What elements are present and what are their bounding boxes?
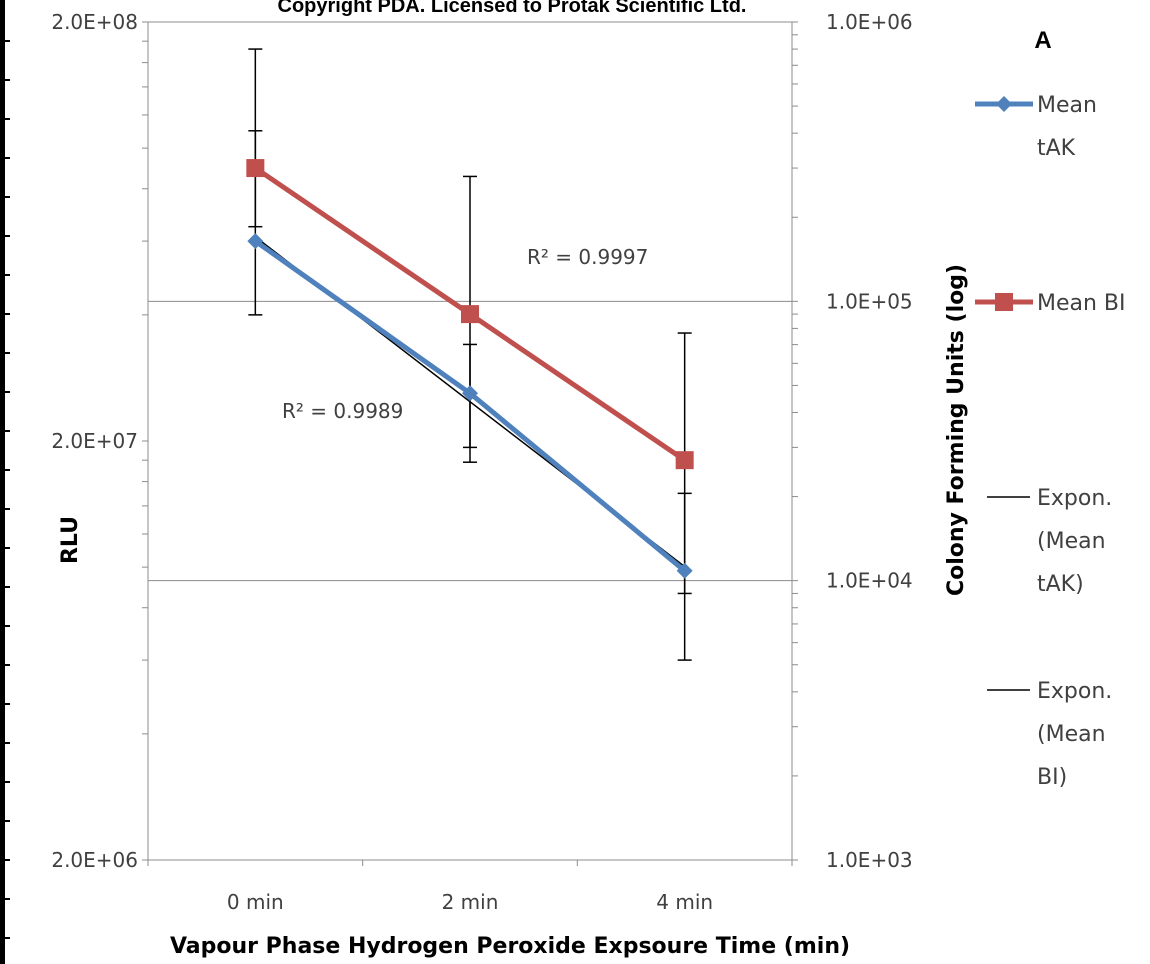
data-point-1 (246, 159, 265, 178)
legend-label-line: Expon. (1037, 679, 1112, 704)
page-edge-tick (5, 235, 10, 237)
copyright-text: Copyright PDA. Licensed to Protak Scient… (278, 0, 747, 17)
page-edge-tick (5, 586, 10, 588)
legend-label-line: BI) (1037, 765, 1067, 790)
page-edge-tick (5, 430, 10, 432)
axes: 2.0E+08 2.0E+07 2.0E+06 1.0E+06 1.0E+05 1.0E+… (51, 10, 969, 959)
legend-label-line: Mean BI (1037, 291, 1126, 316)
page-edge-tick (5, 508, 10, 510)
data-point-1 (461, 305, 479, 324)
left-axis-tick-label: 2.0E+07 (51, 429, 138, 453)
page-edge-tick (5, 937, 10, 939)
panel-label: A (1034, 27, 1051, 54)
data-point-0 (676, 562, 693, 579)
right-axis-tick-label: 1.0E+03 (826, 848, 913, 872)
markers (246, 159, 694, 579)
page-edge-tick (5, 352, 10, 354)
x-axis-title: Vapour Phase Hydrogen Peroxide Expsoure … (170, 934, 850, 959)
page-edge-tick (5, 547, 10, 549)
right-axis-tick-label: 1.0E+04 (826, 569, 913, 593)
r2-label-tak: R² = 0.9989 (282, 399, 403, 423)
page-edge-tick (5, 274, 10, 276)
page-edge-tick (5, 703, 10, 705)
page-edge-line (0, 0, 5, 964)
legend-label: Mean tAK (1037, 93, 1097, 161)
page-edge-tick (5, 859, 10, 861)
left-axis-title: RLU (58, 516, 83, 564)
legend-label-line: (Mean (1037, 529, 1106, 554)
page-edge-tick (5, 898, 10, 900)
legend-swatch-marker (995, 293, 1013, 311)
page-edge-tick (5, 196, 10, 198)
legend-swatch-marker (996, 96, 1012, 112)
page-edge-tick (5, 40, 10, 42)
page-edge-tick (5, 820, 10, 822)
right-axis-tick-label: 1.0E+06 (826, 10, 913, 34)
page-edge-tick (5, 391, 10, 393)
legend-label-line: Mean (1037, 93, 1097, 118)
legend-label: Mean BI (1037, 291, 1126, 316)
r2-label-bi: R² = 0.9997 (527, 245, 648, 269)
left-axis-tick-label: 2.0E+06 (51, 848, 138, 872)
labels: R² = 0.9989 R² = 0.9997 (282, 245, 648, 423)
data-point-0 (462, 385, 478, 402)
right-axis-tick-label: 1.0E+05 (826, 289, 913, 313)
legend-label-line: tAK) (1037, 572, 1084, 597)
page-edge-tick (5, 625, 10, 627)
page-edge-tick (5, 781, 10, 783)
x-axis-tick-label: 4 min (656, 890, 713, 914)
page-edge-tick (5, 664, 10, 666)
page-edge-tick (5, 469, 10, 471)
x-axis-tick-label: 2 min (442, 890, 499, 914)
legend-label-line: Expon. (1037, 486, 1112, 511)
data-point-1 (675, 451, 694, 470)
page-edge-tick (5, 157, 10, 159)
page-edge-tick (5, 79, 10, 81)
data-point-0 (247, 233, 264, 250)
legend-label-line: tAK (1037, 136, 1076, 161)
page-edge-tick (5, 313, 10, 315)
legend-label: Expon. (Mean tAK) (1037, 486, 1112, 597)
legend-label-line: (Mean (1037, 722, 1106, 747)
x-axis-tick-label: 0 min (227, 890, 284, 914)
page-edge-tick (5, 742, 10, 744)
error-bars (248, 48, 692, 661)
right-axis-title: Colony Forming Units (log) (944, 264, 969, 596)
page-edge-border (0, 0, 10, 964)
legend: Mean tAK Mean BI Expon. (Mean tAK) Expon. (Mean… (975, 93, 1126, 790)
page-edge-tick (5, 118, 10, 120)
legend-label: Expon. (Mean BI) (1037, 679, 1112, 790)
left-axis-tick-label: 2.0E+08 (51, 10, 138, 34)
